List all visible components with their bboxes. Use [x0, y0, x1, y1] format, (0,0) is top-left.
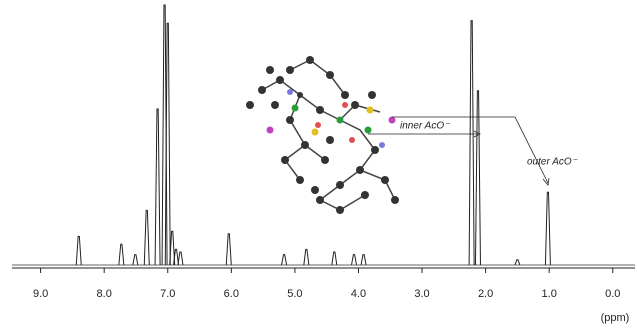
peak: [304, 249, 309, 265]
peak: [282, 255, 287, 265]
x-tick-label: 6.0: [224, 288, 239, 300]
x-tick-label: 1.0: [542, 288, 557, 300]
peak: [155, 109, 160, 265]
peak: [352, 255, 357, 265]
annotation: outer AcO⁻: [527, 157, 578, 168]
molecule: [246, 56, 399, 214]
x-axis-label: (ppm): [601, 312, 630, 324]
x-tick-label: 9.0: [33, 288, 48, 300]
peak: [545, 192, 550, 265]
annotation: inner AcO⁻: [400, 121, 450, 132]
peak: [178, 252, 183, 265]
peak: [332, 252, 337, 265]
peak: [515, 260, 520, 265]
peak: [76, 236, 81, 265]
annotation-arrows: [368, 117, 549, 185]
x-tick-label: 4.0: [351, 288, 366, 300]
x-tick-label: 2.0: [478, 288, 493, 300]
x-tick-label: 0.0: [605, 288, 620, 300]
x-tick-label: 8.0: [97, 288, 112, 300]
peak: [133, 255, 138, 265]
x-tick-label: 7.0: [160, 288, 175, 300]
chart: (ppm) inner AcO⁻ outer AcO⁻ 9.0 8.0 7.0 6.0…: [0, 0, 637, 324]
peak: [226, 234, 231, 265]
peak: [144, 210, 149, 265]
peak: [469, 21, 474, 265]
peak: [119, 244, 124, 265]
x-tick-label: 5.0: [287, 288, 302, 300]
peak: [361, 255, 366, 265]
x-tick-label: 3.0: [414, 288, 429, 300]
